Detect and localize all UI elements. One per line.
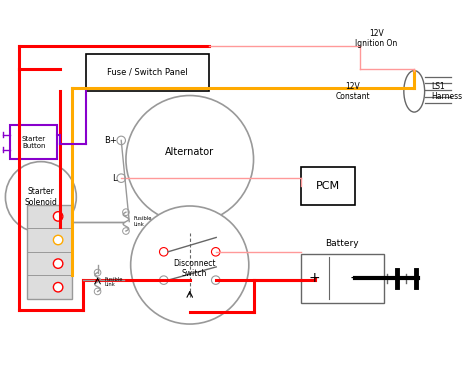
Text: Alternator: Alternator	[165, 147, 214, 157]
Ellipse shape	[5, 161, 76, 232]
Ellipse shape	[54, 259, 63, 268]
Ellipse shape	[54, 235, 63, 245]
Text: Battery: Battery	[325, 239, 359, 248]
Ellipse shape	[159, 247, 168, 256]
Ellipse shape	[94, 288, 101, 295]
Text: Starter
Solenoid: Starter Solenoid	[25, 187, 57, 207]
Text: −: −	[349, 271, 361, 285]
Bar	[27, 205, 72, 299]
Text: Fuse / Switch Panel: Fuse / Switch Panel	[107, 68, 188, 77]
Text: +: +	[308, 271, 320, 285]
Bar	[301, 254, 383, 303]
Text: Fusible
Link: Fusible Link	[105, 277, 123, 287]
Ellipse shape	[117, 174, 126, 182]
Ellipse shape	[117, 136, 126, 145]
Text: Starter
Button: Starter Button	[22, 136, 46, 149]
Text: L: L	[112, 174, 117, 183]
Ellipse shape	[123, 228, 129, 234]
Text: B+: B+	[104, 136, 117, 145]
Ellipse shape	[123, 209, 129, 216]
Ellipse shape	[159, 276, 168, 284]
Ellipse shape	[211, 247, 220, 256]
Bar	[86, 53, 209, 91]
Text: 12V
Constant: 12V Constant	[336, 81, 370, 101]
Ellipse shape	[54, 212, 63, 221]
Ellipse shape	[131, 206, 249, 324]
Text: LS1
Harness: LS1 Harness	[431, 81, 462, 101]
Bar	[10, 125, 57, 159]
Ellipse shape	[54, 282, 63, 292]
Ellipse shape	[126, 96, 254, 223]
Text: Disconnect
Switch: Disconnect Switch	[173, 259, 216, 279]
Ellipse shape	[211, 276, 220, 284]
Bar	[301, 167, 355, 205]
Text: Fusible
Link: Fusible Link	[133, 216, 152, 227]
Ellipse shape	[404, 70, 425, 112]
Ellipse shape	[94, 269, 101, 276]
Text: 12V
Ignition On: 12V Ignition On	[356, 29, 398, 48]
Text: PCM: PCM	[316, 181, 340, 191]
